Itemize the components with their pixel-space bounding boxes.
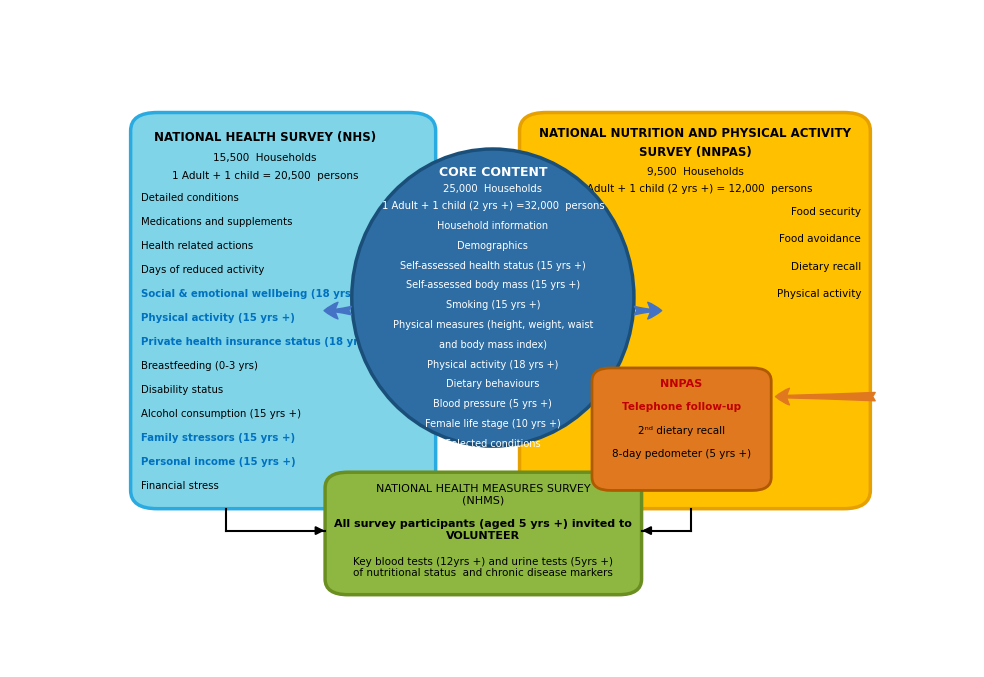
Text: 1 Adult + 1 child = 20,500  persons: 1 Adult + 1 child = 20,500 persons bbox=[171, 171, 358, 181]
Text: and body mass index): and body mass index) bbox=[439, 340, 547, 350]
Text: Demographics: Demographics bbox=[458, 241, 528, 250]
Text: NATIONAL HEALTH MEASURES SURVEY
(NHMS): NATIONAL HEALTH MEASURES SURVEY (NHMS) bbox=[376, 483, 590, 505]
Text: Alcohol consumption (15 yrs +): Alcohol consumption (15 yrs +) bbox=[141, 409, 301, 419]
Text: Self-assessed health status (15 yrs +): Self-assessed health status (15 yrs +) bbox=[400, 261, 585, 271]
FancyArrowPatch shape bbox=[775, 389, 875, 405]
FancyBboxPatch shape bbox=[592, 368, 771, 490]
Text: Physical measures (height, weight, waist: Physical measures (height, weight, waist bbox=[393, 320, 593, 330]
Text: NATIONAL HEALTH SURVEY (NHS): NATIONAL HEALTH SURVEY (NHS) bbox=[154, 131, 376, 144]
Text: Physical activity (18 yrs +): Physical activity (18 yrs +) bbox=[427, 359, 559, 370]
Text: Dietary behaviours: Dietary behaviours bbox=[446, 379, 539, 389]
Text: CORE CONTENT: CORE CONTENT bbox=[439, 166, 547, 179]
Text: Breastfeeding (0-3 yrs): Breastfeeding (0-3 yrs) bbox=[141, 361, 258, 371]
Text: Medications and supplements: Medications and supplements bbox=[141, 217, 292, 227]
Text: Social & emotional wellbeing (18 yrs +): Social & emotional wellbeing (18 yrs +) bbox=[141, 289, 367, 299]
Text: SURVEY (NNPAS): SURVEY (NNPAS) bbox=[639, 146, 752, 159]
Text: 9,500  Households: 9,500 Households bbox=[646, 167, 743, 177]
Text: Family stressors (15 yrs +): Family stressors (15 yrs +) bbox=[141, 433, 294, 443]
Text: Financial stress: Financial stress bbox=[141, 481, 218, 491]
FancyBboxPatch shape bbox=[325, 473, 642, 594]
Text: Blood pressure (5 yrs +): Blood pressure (5 yrs +) bbox=[433, 399, 552, 409]
FancyArrowPatch shape bbox=[635, 302, 661, 319]
Text: Private health insurance status (18 yrs +): Private health insurance status (18 yrs … bbox=[141, 337, 381, 347]
Text: Food avoidance: Food avoidance bbox=[779, 234, 861, 244]
Text: Food security: Food security bbox=[791, 207, 861, 217]
FancyBboxPatch shape bbox=[520, 112, 871, 508]
Text: Detailed conditions: Detailed conditions bbox=[141, 194, 238, 203]
Text: 1 Adult + 1 child (2 yrs +) =32,000  persons: 1 Adult + 1 child (2 yrs +) =32,000 pers… bbox=[382, 201, 604, 211]
Text: Telephone follow-up: Telephone follow-up bbox=[622, 402, 741, 412]
Text: Physical activity: Physical activity bbox=[776, 288, 861, 299]
Text: Health related actions: Health related actions bbox=[141, 241, 253, 251]
Text: Selected conditions: Selected conditions bbox=[445, 439, 540, 449]
FancyArrowPatch shape bbox=[324, 302, 351, 319]
Text: Key blood tests (12yrs +) and urine tests (5yrs +)
of nutritional status  and ch: Key blood tests (12yrs +) and urine test… bbox=[353, 556, 613, 578]
Text: Female life stage (10 yrs +): Female life stage (10 yrs +) bbox=[425, 419, 561, 429]
Text: Dietary recall: Dietary recall bbox=[791, 261, 861, 271]
FancyBboxPatch shape bbox=[131, 112, 436, 508]
Text: Household information: Household information bbox=[437, 221, 548, 231]
Text: 1 Adult + 1 child (2 yrs +) = 12,000  persons: 1 Adult + 1 child (2 yrs +) = 12,000 per… bbox=[578, 184, 813, 194]
Text: 8-day pedometer (5 yrs +): 8-day pedometer (5 yrs +) bbox=[612, 449, 751, 459]
Text: Smoking (15 yrs +): Smoking (15 yrs +) bbox=[446, 300, 540, 310]
Text: NNPAS: NNPAS bbox=[660, 379, 703, 389]
Text: Self-assessed body mass (15 yrs +): Self-assessed body mass (15 yrs +) bbox=[405, 280, 580, 290]
Text: NATIONAL NUTRITION AND PHYSICAL ACTIVITY: NATIONAL NUTRITION AND PHYSICAL ACTIVITY bbox=[539, 127, 851, 140]
Ellipse shape bbox=[352, 149, 634, 446]
Text: Personal income (15 yrs +): Personal income (15 yrs +) bbox=[141, 457, 295, 467]
Text: 2ⁿᵈ dietary recall: 2ⁿᵈ dietary recall bbox=[638, 427, 725, 437]
Text: Days of reduced activity: Days of reduced activity bbox=[141, 265, 264, 276]
Text: All survey participants (aged 5 yrs +) invited to
VOLUNTEER: All survey participants (aged 5 yrs +) i… bbox=[335, 519, 633, 541]
Text: 25,000  Households: 25,000 Households bbox=[444, 184, 542, 194]
Text: 15,500  Households: 15,500 Households bbox=[214, 153, 317, 163]
Text: Physical activity (15 yrs +): Physical activity (15 yrs +) bbox=[141, 313, 294, 323]
Text: Disability status: Disability status bbox=[141, 385, 222, 395]
